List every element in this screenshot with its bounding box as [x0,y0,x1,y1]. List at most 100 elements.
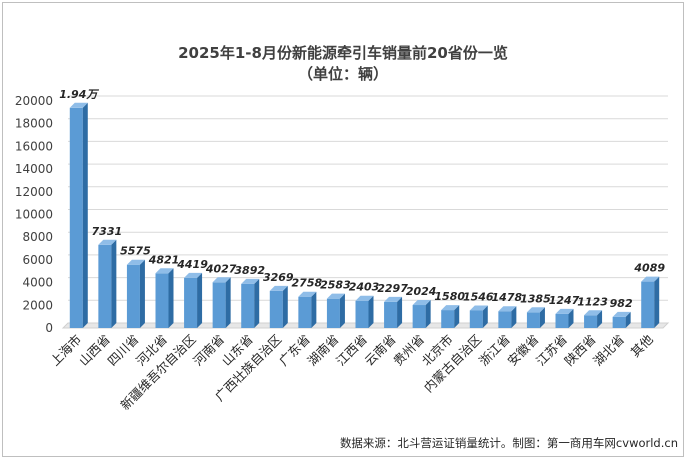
bars [69,102,660,328]
chart-title: 2025年1-8月份新能源牵引车销量前20省份一览 [178,44,508,62]
data-label: 2583 [320,279,351,292]
category-label: 江西省 [333,332,370,369]
bar-side [82,102,88,328]
data-label: 2024 [406,285,437,298]
bar [412,300,431,328]
category-label: 山西省 [76,332,113,369]
y-tick-label: 14000 [15,162,53,176]
bar-top [526,307,545,313]
bar-top [612,311,631,317]
chart-frame: 0 2000 4000 6000 8000 10000 12000 14000 16000 180… [2,2,684,457]
category-label: 江苏省 [533,332,570,369]
bar-top [641,276,660,282]
bar-side [568,308,574,328]
y-tick-label: 0 [45,321,53,335]
bar [184,272,203,328]
data-label: 7331 [92,225,123,238]
bar [212,277,231,328]
source-note: 数据来源：北斗营运证销量统计。制图：第一商用车网cvworld.cn [340,436,678,450]
bar-top [298,291,317,297]
y-tick-label: 16000 [15,139,53,153]
bar [155,268,174,328]
bar-front [412,305,426,328]
bar-top [498,306,517,312]
bar-side [539,307,545,328]
y-tick-label: 8000 [22,230,53,244]
bar-top [212,277,231,283]
bar-top [412,300,431,306]
category-label: 广东省 [276,332,313,369]
y-tick-label: 20000 [15,94,53,108]
category-label: 贵州省 [390,332,427,369]
bar [441,305,460,328]
data-label: 1385 [520,292,551,305]
data-label: 1247 [549,294,580,307]
bar-top [584,310,603,316]
bar-front [298,296,312,328]
bar-top [155,268,174,274]
bar [612,311,631,328]
bar-front [126,264,140,328]
data-label: 3269 [263,271,294,284]
bar [69,102,88,328]
bar-top [269,285,288,291]
data-label: 1546 [463,290,494,303]
bar-top [126,259,145,265]
data-label: 4821 [148,253,180,266]
data-label: 1.94万 [59,88,99,101]
bar [584,310,603,328]
bar-top [184,272,203,278]
bar-side [511,306,517,328]
bar-front [69,107,83,328]
bar-side [111,239,117,328]
y-tick-label: 2000 [22,298,53,312]
bar-top [469,305,488,311]
bar-front [98,244,112,328]
bar-side [139,259,145,328]
bar-chart: 0 2000 4000 6000 8000 10000 12000 14000 16000 180… [15,44,678,450]
gridlines [68,95,668,301]
data-label: 5575 [120,245,151,258]
data-label: 2758 [292,277,323,290]
bar-front [212,282,226,328]
bar-front [641,281,655,328]
bar-front [555,313,569,328]
y-tick-label: 12000 [15,185,53,199]
bar-side [482,305,488,328]
bar-side [225,277,231,328]
data-labels: 1.94万 7331 5575482144194027389232692758258… [59,88,665,310]
bar-side [597,310,603,328]
bar-side [368,295,374,328]
data-label: 4027 [205,262,237,275]
bar-side [425,300,431,328]
bar-side [197,272,203,328]
bar-front [269,290,283,328]
data-label: 4419 [176,258,208,271]
category-label: 湖北省 [590,332,627,369]
data-label: 4089 [633,262,665,275]
bar-front [326,298,340,328]
bar-side [625,311,631,328]
bar-front [526,312,540,328]
data-label: 1123 [577,295,608,308]
bar [269,285,288,328]
bar-side [168,268,174,328]
y-tick-label: 4000 [22,276,53,290]
bar-top [384,296,403,302]
y-tick-label: 10000 [15,208,53,222]
data-label: 2403 [349,281,380,294]
category-label: 四川省 [104,332,141,369]
bar-side [397,296,403,328]
category-label: 陕西省 [562,332,599,369]
data-label: 1478 [492,291,523,304]
category-label: 上海市 [47,332,84,369]
bar-top [555,308,574,314]
data-label: 982 [610,297,633,310]
bar-front [355,300,369,328]
bar [98,239,117,328]
bar [641,276,660,328]
y-tick-label: 18000 [15,117,53,131]
bar-front [384,301,398,328]
bar-top [98,239,117,245]
category-label: 湖南省 [304,332,341,369]
